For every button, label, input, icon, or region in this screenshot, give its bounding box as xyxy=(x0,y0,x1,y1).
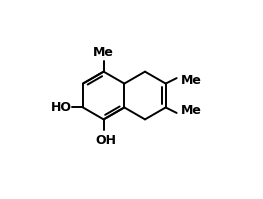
Text: Me: Me xyxy=(93,46,114,59)
Text: OH: OH xyxy=(95,134,116,147)
Text: Me: Me xyxy=(181,104,201,117)
Text: Me: Me xyxy=(181,74,201,87)
Text: HO: HO xyxy=(51,101,72,114)
